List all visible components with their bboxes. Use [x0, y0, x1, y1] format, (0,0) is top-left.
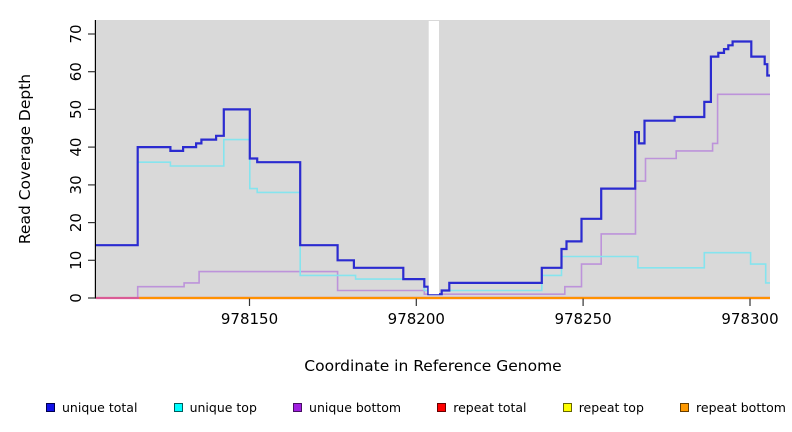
series-unique-top — [96, 138, 770, 295]
y-tick-label: 20 — [67, 213, 85, 232]
legend-swatch-icon — [680, 402, 690, 412]
legend-item-unique-bottom: unique bottom — [293, 400, 401, 415]
legend-label: repeat bottom — [696, 399, 786, 415]
legend: unique total unique top unique bottom repea… — [46, 398, 786, 416]
legend-swatch-icon — [562, 402, 572, 412]
legend-item-repeat-total: repeat total — [437, 399, 527, 415]
gap-mask — [428, 21, 439, 295]
y-tick-label: 10 — [67, 251, 85, 270]
legend-swatch-icon — [46, 402, 55, 412]
legend-swatch-icon — [173, 402, 183, 412]
legend-label: unique top — [189, 399, 257, 415]
y-tick-label: 30 — [67, 175, 85, 194]
legend-swatch-icon — [437, 402, 447, 412]
x-axis-title: Coordinate in Reference Genome — [304, 357, 561, 375]
y-tick-label: 0 — [67, 293, 85, 303]
y-tick-label: 70 — [67, 24, 85, 43]
legend-label: unique total — [62, 399, 138, 415]
y-tick-label: 50 — [67, 100, 85, 119]
series-unique-total — [96, 40, 770, 296]
y-axis-ticks: 0 10 20 30 40 50 60 70 — [67, 24, 96, 303]
series-unique-bottom — [96, 93, 770, 299]
legend-label: repeat total — [453, 399, 527, 415]
legend-label: repeat top — [578, 399, 644, 415]
legend-swatch-icon — [293, 402, 303, 412]
x-tick-label: 978250 — [554, 310, 611, 328]
legend-label: unique bottom — [309, 399, 402, 415]
x-tick-label: 978300 — [721, 310, 778, 328]
x-tick-label: 978150 — [221, 310, 278, 328]
x-tick-label: 978200 — [388, 310, 445, 328]
x-axis-ticks: 978150 978200 978250 978300 — [221, 298, 779, 328]
legend-item-repeat-top: repeat top — [562, 399, 644, 415]
series-layer — [96, 40, 770, 300]
y-tick-label: 40 — [67, 138, 85, 157]
y-tick-label: 60 — [67, 62, 85, 81]
legend-item-repeat-bottom: repeat bottom — [680, 400, 786, 415]
y-axis-title: Read Coverage Depth — [16, 74, 34, 244]
legend-item-unique-top: unique top — [173, 399, 257, 415]
legend-item-unique-total: unique total — [46, 400, 137, 415]
